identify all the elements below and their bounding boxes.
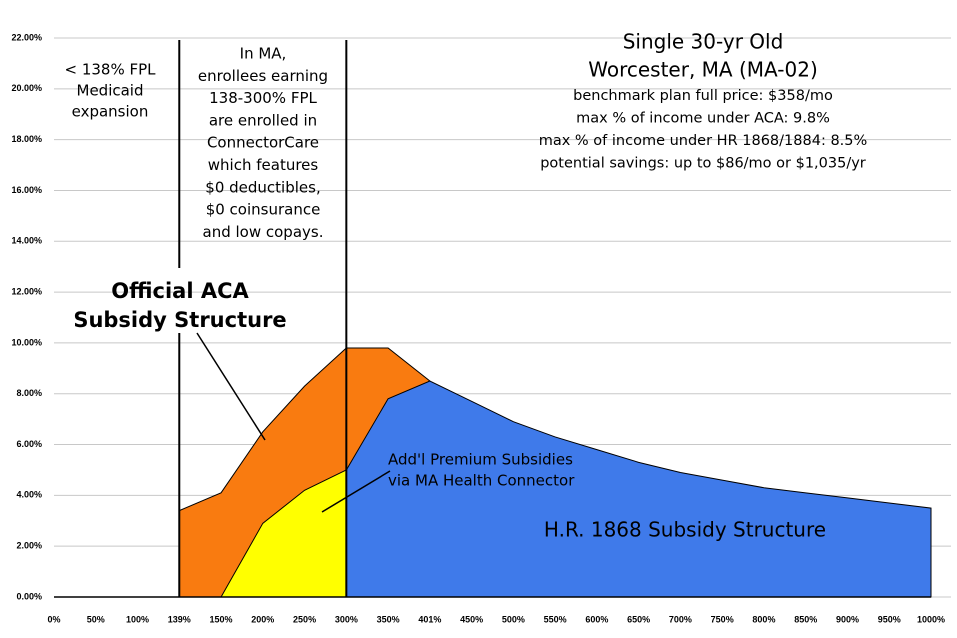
annotation: enrollees earning <box>198 67 328 85</box>
note: benchmark plan full price: $358/mo <box>573 88 833 104</box>
note: potential savings: up to $86/mo or $1,03… <box>540 156 866 172</box>
annotation: expansion <box>72 103 149 121</box>
x-tick-label: 150% <box>210 614 233 624</box>
annotation: Add'l Premium Subsidies <box>388 451 573 469</box>
x-tick-label: 300% <box>335 614 358 624</box>
x-tick-label: 900% <box>836 614 859 624</box>
y-tick-label: 4.00% <box>16 490 42 500</box>
x-tick-label: 1000% <box>917 614 945 624</box>
y-tick-label: 18.00% <box>11 134 42 144</box>
x-tick-label: 139% <box>168 614 191 624</box>
x-tick-label: 450% <box>460 614 483 624</box>
area <box>345 380 932 598</box>
x-tick-label: 100% <box>126 614 149 624</box>
x-tick-label: 0% <box>47 614 60 624</box>
note: max % of income under HR 1868/1884: 8.5% <box>539 133 868 149</box>
annotation: $0 deductibles, <box>205 178 320 196</box>
x-tick-label: 800% <box>752 614 775 624</box>
annotation: ConnectorCare <box>207 134 319 152</box>
annotation: via MA Health Connector <box>388 472 575 490</box>
x-tick-label: 600% <box>585 614 608 624</box>
y-tick-label: 10.00% <box>11 337 42 347</box>
x-tick-label: 950% <box>878 614 901 624</box>
annotation: < 138% FPL <box>64 61 156 79</box>
chart-title: Single 30-yr Old <box>623 30 784 54</box>
annotation: In MA, <box>240 45 287 63</box>
annotation: Subsidy Structure <box>73 308 286 332</box>
y-tick-label: 14.00% <box>11 236 42 246</box>
annotation: 138-300% FPL <box>209 89 317 107</box>
y-tick-label: 0.00% <box>16 591 42 601</box>
x-tick-label: 700% <box>669 614 692 624</box>
x-tick-label: 200% <box>251 614 274 624</box>
y-tick-label: 22.00% <box>11 32 42 42</box>
x-tick-label: 750% <box>711 614 734 624</box>
y-tick-label: 6.00% <box>16 439 42 449</box>
annotation: $0 coinsurance <box>206 201 321 219</box>
note: max % of income under ACA: 9.8% <box>576 111 830 127</box>
y-tick-label: 16.00% <box>11 185 42 195</box>
annotation: which features <box>208 156 319 174</box>
x-tick-label: 250% <box>293 614 316 624</box>
y-tick-label: 20.00% <box>11 83 42 93</box>
x-tick-label: 500% <box>502 614 525 624</box>
y-tick-label: 2.00% <box>16 541 42 551</box>
annotation: and low copays. <box>203 223 324 241</box>
pointer <box>196 332 266 441</box>
annotation: are enrolled in <box>209 111 317 129</box>
annotation: H.R. 1868 Subsidy Structure <box>544 518 826 542</box>
x-tick-label: 850% <box>794 614 817 624</box>
pointer <box>321 470 391 513</box>
x-tick-label: 350% <box>377 614 400 624</box>
y-tick-label: 8.00% <box>16 388 42 398</box>
x-tick-label: 50% <box>87 614 105 624</box>
annotation: Official ACA <box>111 279 249 303</box>
x-tick-label: 650% <box>627 614 650 624</box>
chart-subtitle: Worcester, MA (MA-02) <box>588 58 818 82</box>
x-tick-label: 401% <box>418 614 441 624</box>
annotation: Medicaid <box>77 82 144 100</box>
y-tick-label: 12.00% <box>11 286 42 296</box>
x-tick-label: 550% <box>544 614 567 624</box>
